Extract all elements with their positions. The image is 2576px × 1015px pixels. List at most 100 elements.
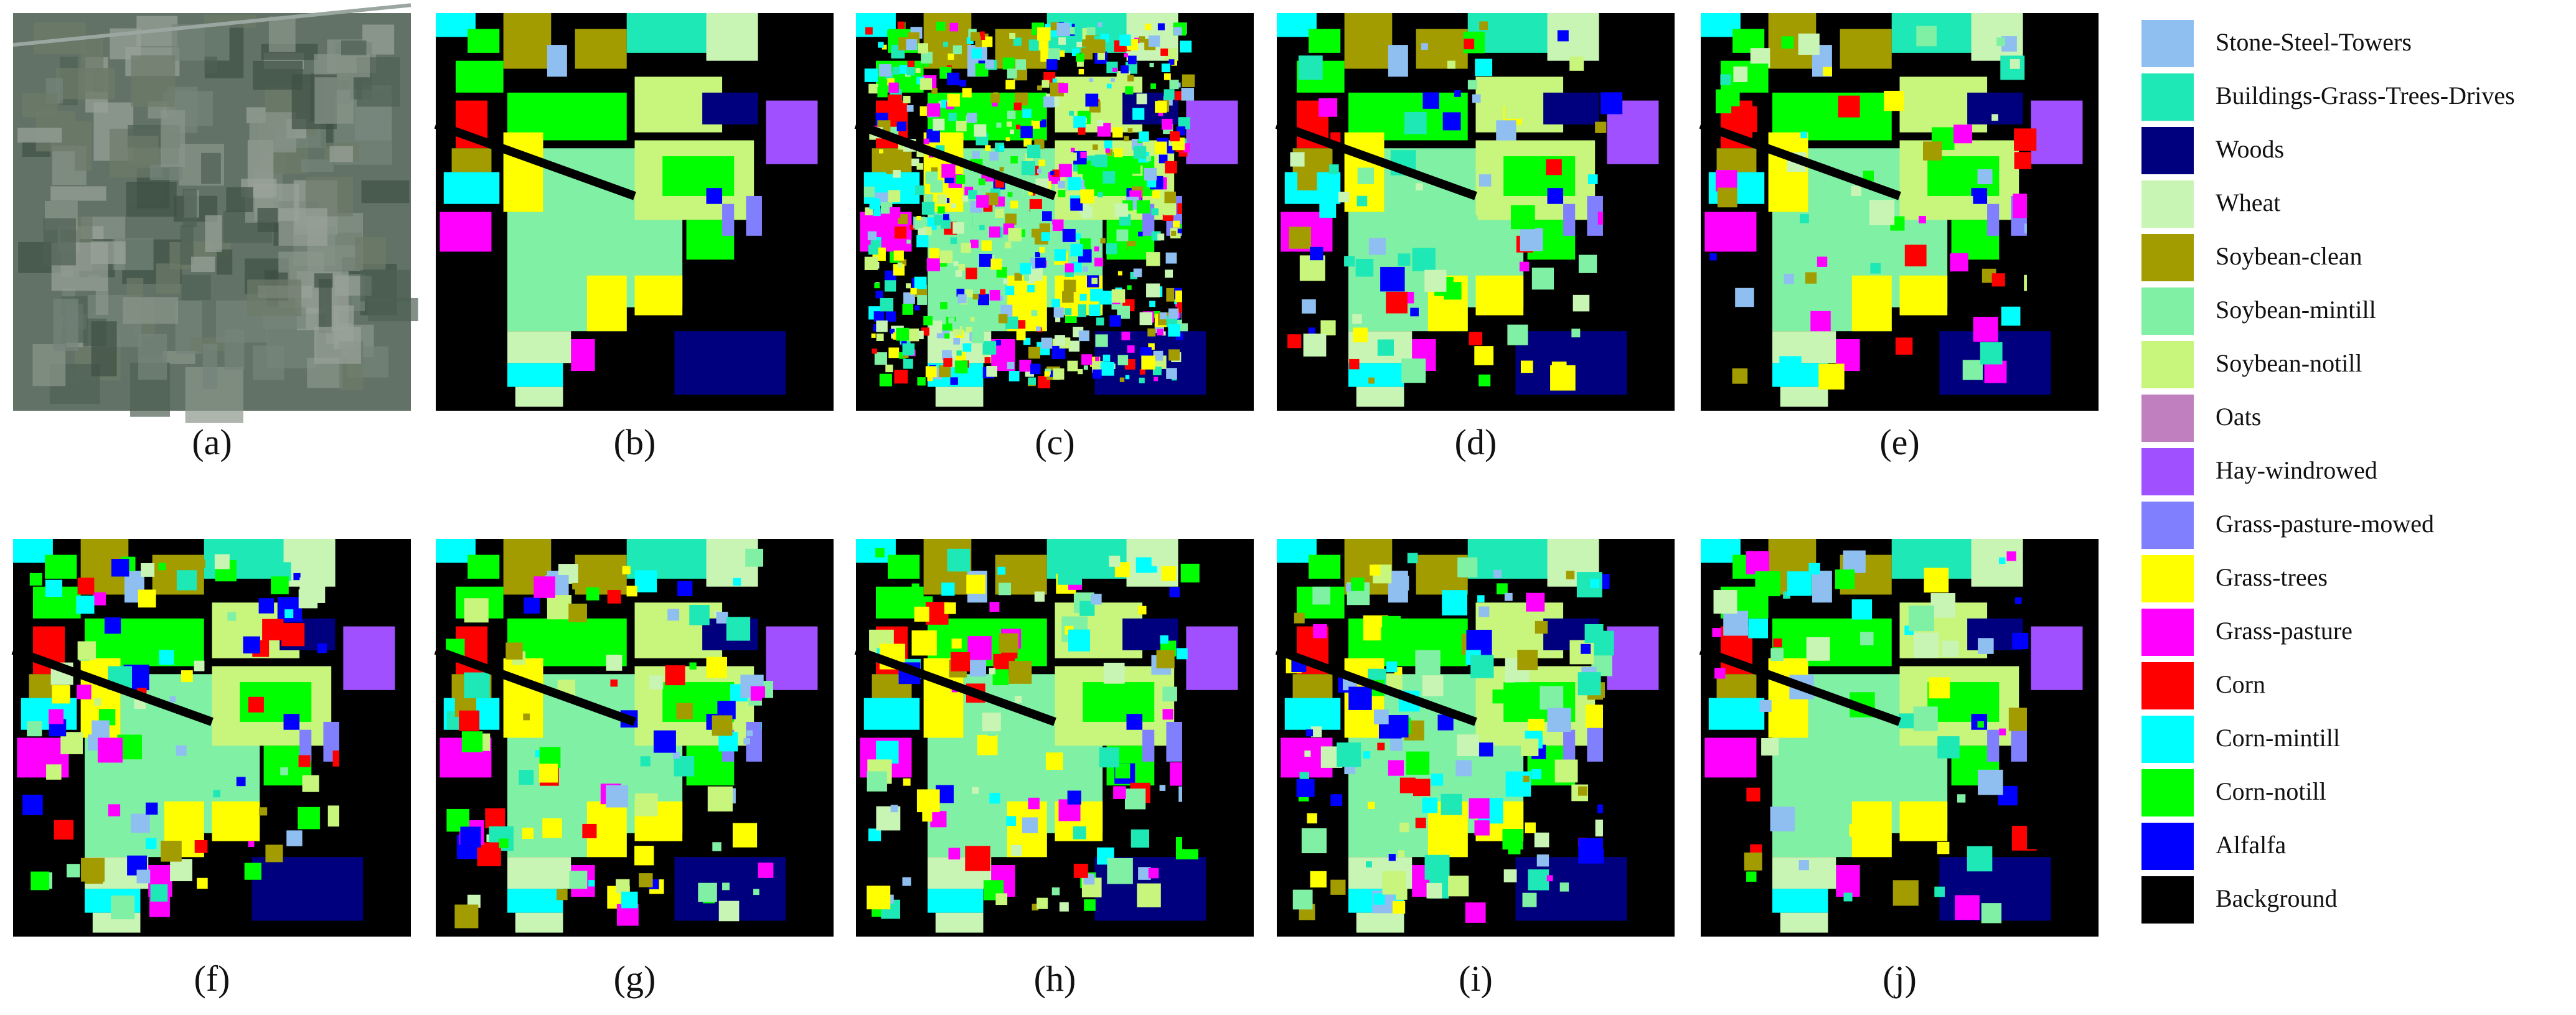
map-noise bbox=[244, 863, 261, 880]
map-region bbox=[515, 912, 563, 933]
map-noise bbox=[1422, 675, 1444, 696]
map-noise bbox=[499, 838, 509, 848]
map-noise bbox=[1981, 903, 2002, 924]
map-region bbox=[507, 857, 571, 889]
map-noise bbox=[1503, 869, 1517, 882]
map-noise bbox=[181, 670, 193, 682]
map-noise bbox=[916, 789, 940, 813]
map-noise bbox=[1009, 129, 1015, 134]
aerial-field bbox=[180, 225, 194, 265]
legend-label: Oats bbox=[2216, 403, 2261, 431]
map-noise bbox=[1287, 334, 1302, 348]
map-region bbox=[1704, 737, 1757, 778]
map-noise bbox=[944, 333, 950, 339]
map-noise bbox=[46, 764, 62, 780]
map-noise bbox=[616, 879, 630, 894]
map-noise bbox=[722, 882, 730, 891]
map-noise bbox=[1037, 169, 1042, 174]
map-noise bbox=[1044, 371, 1050, 377]
map-noise bbox=[906, 105, 914, 112]
aerial-field bbox=[216, 249, 233, 275]
map-noise bbox=[966, 327, 972, 334]
map-noise bbox=[985, 59, 994, 69]
map-noise bbox=[903, 95, 911, 104]
map-noise bbox=[22, 794, 43, 815]
map-noise bbox=[732, 823, 758, 848]
map-region bbox=[212, 801, 260, 841]
map-stripe bbox=[854, 120, 1056, 200]
map-noise bbox=[943, 214, 949, 220]
map-noise bbox=[985, 145, 991, 151]
map-noise bbox=[1034, 591, 1045, 602]
map-noise bbox=[1170, 131, 1180, 142]
map-noise bbox=[1053, 307, 1064, 318]
map-noise bbox=[1303, 334, 1327, 357]
map-noise bbox=[1117, 271, 1122, 276]
aerial-field bbox=[318, 279, 332, 334]
map-noise bbox=[1076, 42, 1083, 47]
map-stripe bbox=[1699, 120, 1901, 200]
map-noise bbox=[1904, 824, 1916, 837]
map-noise bbox=[214, 554, 230, 569]
map-noise bbox=[1163, 73, 1171, 80]
map-noise bbox=[1148, 868, 1159, 879]
map-region bbox=[766, 626, 818, 690]
legend-swatch bbox=[2141, 555, 2194, 602]
map-noise bbox=[967, 113, 977, 123]
map-noise bbox=[1356, 195, 1368, 207]
aerial-field bbox=[138, 334, 167, 380]
map-noise bbox=[1759, 699, 1772, 712]
map-noise bbox=[966, 268, 977, 279]
map-region bbox=[634, 275, 683, 316]
map-noise bbox=[677, 581, 693, 597]
map-noise bbox=[1065, 263, 1074, 273]
map-region bbox=[1899, 275, 1948, 316]
map-noise bbox=[909, 225, 915, 230]
map-noise bbox=[1114, 148, 1123, 157]
map-noise bbox=[1031, 120, 1040, 129]
map-noise bbox=[957, 294, 967, 304]
map-noise bbox=[634, 793, 658, 816]
map-noise bbox=[1168, 349, 1180, 361]
map-noise bbox=[1058, 180, 1065, 189]
map-noise bbox=[1475, 58, 1493, 77]
map-noise bbox=[1967, 846, 1993, 872]
map-noise bbox=[999, 167, 1004, 172]
map-noise bbox=[2001, 306, 2021, 326]
legend-label: Corn-mintill bbox=[2216, 724, 2340, 752]
map-noise bbox=[159, 650, 174, 665]
map-noise bbox=[1020, 126, 1033, 139]
map-noise bbox=[1415, 817, 1426, 828]
map-noise bbox=[1851, 185, 1861, 196]
map-noise bbox=[868, 828, 881, 841]
map-noise bbox=[1892, 880, 1919, 906]
map-region bbox=[706, 13, 758, 61]
map-noise bbox=[1808, 563, 1820, 575]
map-noise bbox=[1581, 643, 1591, 654]
map-noise bbox=[1168, 324, 1181, 337]
map-noise bbox=[933, 118, 945, 131]
map-noise bbox=[52, 685, 70, 704]
map-noise bbox=[896, 327, 910, 341]
map-noise bbox=[1139, 369, 1145, 375]
map-noise bbox=[1037, 897, 1048, 909]
map-noise bbox=[1531, 268, 1554, 290]
map-region bbox=[1772, 889, 1828, 913]
map-region bbox=[503, 658, 543, 738]
map-noise bbox=[885, 364, 893, 373]
map-noise bbox=[1399, 822, 1409, 833]
map-noise bbox=[2014, 128, 2037, 151]
map-region bbox=[626, 13, 707, 53]
map-noise bbox=[716, 612, 728, 624]
map-noise bbox=[1467, 215, 1478, 225]
map-noise bbox=[943, 42, 949, 47]
map-noise bbox=[1111, 289, 1126, 303]
map-noise bbox=[138, 589, 156, 608]
map-noise bbox=[868, 245, 878, 255]
legend-label: Stone-Steel-Towers bbox=[2216, 28, 2412, 56]
map-noise bbox=[1390, 108, 1404, 122]
map-noise bbox=[1755, 571, 1780, 597]
legend-label: Grass-pasture-mowed bbox=[2216, 510, 2434, 538]
map-noise bbox=[990, 258, 1002, 270]
map-gap bbox=[761, 698, 834, 849]
